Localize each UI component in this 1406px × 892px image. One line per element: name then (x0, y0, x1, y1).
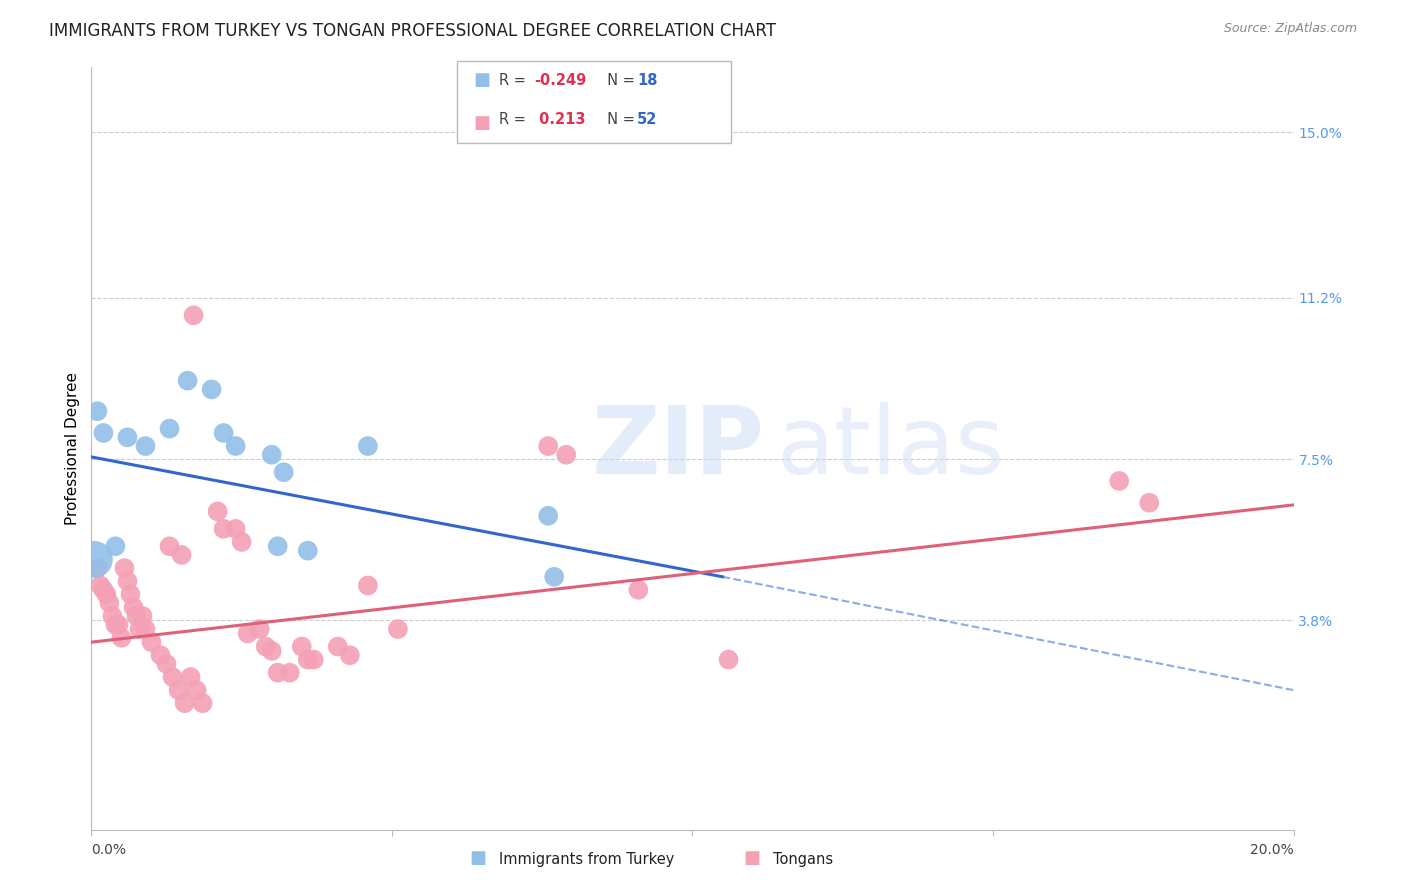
Point (260, 644, 283, 658)
Point (212, 425, 235, 440)
Text: 0.213: 0.213 (534, 112, 586, 128)
Point (537, 439, 560, 453)
Point (297, 543, 319, 558)
Point (170, 548, 193, 562)
Point (267, 665, 290, 680)
Point (117, 430, 139, 444)
Point (537, 508, 560, 523)
Point (104, 617, 127, 632)
Point (98, 596, 121, 610)
Text: 0.0%: 0.0% (91, 843, 127, 856)
Text: ■: ■ (470, 849, 486, 867)
Point (93, 582, 115, 597)
Text: ZIP: ZIP (592, 402, 765, 494)
Point (125, 609, 148, 624)
Text: R =: R = (499, 112, 530, 128)
Text: R =: R = (499, 73, 530, 88)
Text: ■: ■ (474, 71, 491, 89)
Point (387, 622, 409, 636)
Point (107, 617, 129, 632)
Point (83, 552, 105, 566)
Point (162, 670, 184, 684)
Point (191, 696, 214, 710)
Point (1108, 474, 1130, 488)
Point (225, 439, 247, 453)
Point (717, 652, 740, 666)
Point (134, 439, 156, 453)
Point (159, 422, 181, 436)
Text: atlas: atlas (776, 402, 1005, 494)
Text: N =: N = (598, 112, 640, 128)
Point (201, 383, 224, 397)
Point (231, 535, 253, 549)
Point (207, 504, 229, 518)
Text: N =: N = (598, 73, 640, 88)
Point (254, 640, 277, 654)
Point (186, 683, 208, 698)
Point (141, 635, 163, 649)
Point (93, 425, 115, 440)
Point (267, 539, 290, 553)
Point (96, 587, 118, 601)
Point (134, 622, 156, 636)
Y-axis label: Professional Degree: Professional Degree (65, 372, 80, 524)
Point (291, 640, 314, 654)
Point (159, 539, 181, 553)
Point (555, 448, 578, 462)
Text: Immigrants from Turkey: Immigrants from Turkey (499, 852, 675, 867)
Point (627, 582, 650, 597)
Text: ■: ■ (744, 849, 761, 867)
Point (278, 665, 301, 680)
Point (128, 622, 150, 636)
Text: -0.249: -0.249 (534, 73, 586, 88)
Point (122, 600, 145, 615)
Point (101, 609, 124, 624)
Point (543, 570, 565, 584)
Point (357, 439, 380, 453)
Point (180, 670, 202, 684)
Point (339, 648, 361, 663)
Point (273, 465, 295, 479)
Point (120, 587, 142, 601)
Text: 20.0%: 20.0% (1250, 843, 1294, 856)
Point (131, 609, 153, 624)
Point (89, 578, 111, 592)
Point (225, 522, 247, 536)
Point (104, 539, 127, 553)
Point (86, 404, 108, 418)
Point (297, 652, 319, 666)
Point (110, 631, 132, 645)
Text: 52: 52 (637, 112, 657, 128)
Text: Tongans: Tongans (773, 852, 834, 867)
Point (357, 578, 380, 592)
Point (86, 561, 108, 575)
Point (114, 561, 136, 575)
Point (117, 574, 139, 589)
Point (302, 652, 325, 666)
Point (326, 640, 349, 654)
Point (249, 622, 271, 636)
Point (173, 696, 195, 710)
Text: ■: ■ (474, 114, 491, 132)
Point (260, 448, 283, 462)
Point (149, 648, 172, 663)
Text: Source: ZipAtlas.com: Source: ZipAtlas.com (1223, 22, 1357, 36)
Point (176, 374, 198, 388)
Text: IMMIGRANTS FROM TURKEY VS TONGAN PROFESSIONAL DEGREE CORRELATION CHART: IMMIGRANTS FROM TURKEY VS TONGAN PROFESS… (49, 22, 776, 40)
Point (155, 657, 177, 671)
Point (236, 626, 259, 640)
Text: 18: 18 (637, 73, 658, 88)
Point (167, 683, 190, 698)
Point (212, 522, 235, 536)
Point (183, 308, 205, 322)
Point (1137, 496, 1160, 510)
